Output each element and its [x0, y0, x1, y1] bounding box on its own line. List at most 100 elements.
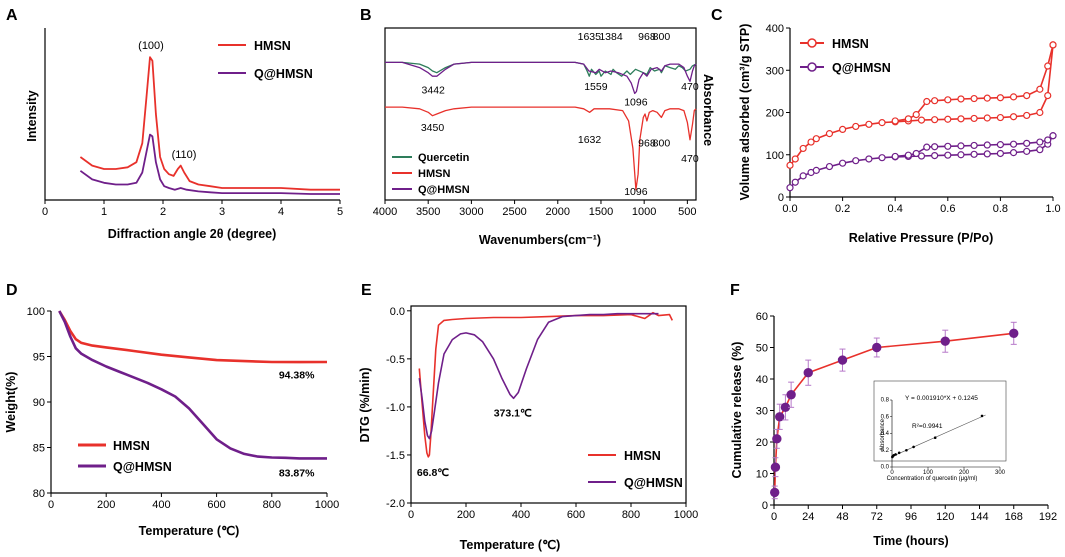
x-tick-label: 24: [802, 511, 814, 523]
panel-e: E 0 200 400 600 800 1000 0.0 -0.5 -1.0 -1.5 -2.0 6…: [358, 282, 698, 552]
peak-annotation: 1559: [584, 81, 608, 93]
isotherm-point: [996, 94, 1005, 102]
isotherm-point: [1036, 108, 1044, 117]
x-tick-label: 200: [457, 509, 475, 521]
legend-label-q-hmsn: Q@HMSN: [832, 61, 891, 75]
release-point: [770, 462, 781, 472]
isotherm-point: [1049, 41, 1057, 49]
isotherm-point: [1023, 147, 1031, 155]
y-tick-label: 90: [33, 397, 45, 409]
x-tick-label: 0.0: [782, 203, 797, 215]
isotherm-point: [1009, 113, 1018, 121]
x-axis-title: Temperature (℃): [460, 538, 561, 552]
x-tick-label: 200: [97, 499, 115, 511]
inset-x-tick-label: 300: [995, 470, 1006, 476]
release-point: [772, 434, 782, 444]
isotherm-point: [983, 114, 991, 122]
isotherm-point: [878, 119, 886, 127]
isotherm-point: [944, 96, 952, 104]
x-tick-label: 120: [936, 511, 954, 523]
peak-temperature-annotation: 66.8℃: [417, 467, 449, 479]
inset-point: [894, 453, 897, 456]
inset-point: [980, 414, 984, 418]
y-tick-label: 100: [27, 306, 45, 318]
x-axis-title: Wavenumbers(cm⁻¹): [479, 233, 601, 247]
isotherm-point: [825, 130, 834, 138]
isotherm-line: [895, 44, 1054, 122]
xrd-line-hmsn: [79, 56, 340, 191]
isotherm-point: [983, 150, 991, 158]
y-tick-label: 100: [766, 150, 784, 162]
isotherm-point: [912, 149, 920, 158]
isotherm-point: [838, 159, 847, 167]
release-point: [775, 412, 785, 422]
y-tick-label: 85: [33, 443, 45, 455]
inset-point: [912, 445, 915, 449]
panel-b: B 4000 3500 3000 2500 2000 1500 1000 500 163513…: [360, 7, 715, 247]
y-tick-label: 10: [756, 469, 768, 481]
y-axis-title: Volume adsorbed (cm³/g STP): [738, 24, 752, 201]
x-tick-label: 48: [836, 511, 848, 523]
peak-annotation: 1096: [624, 186, 648, 198]
isotherm-point: [786, 184, 794, 192]
y-tick-label: -1.0: [386, 402, 405, 414]
inset-point: [905, 448, 908, 452]
x-tick-label: 1.0: [1045, 203, 1060, 215]
axes-frame: [44, 28, 340, 201]
peak-annotation: 3450: [421, 122, 445, 134]
x-tick-label: 1000: [315, 499, 339, 511]
release-point: [940, 336, 950, 346]
isotherm-point: [1036, 138, 1044, 146]
y-tick-label: 95: [33, 352, 45, 364]
legend-label-quercetin: Quercetin: [418, 152, 470, 164]
isotherm-point: [1009, 140, 1018, 148]
legend-label-q-hmsn: Q@HMSN: [418, 184, 470, 196]
x-tick-label: 400: [512, 509, 530, 521]
isotherm-point: [1009, 93, 1018, 101]
x-tick-label: 1000: [632, 206, 656, 218]
y-tick-label: 300: [766, 65, 784, 77]
x-tick-label: 0.2: [835, 203, 850, 215]
isotherm-point: [807, 138, 815, 146]
peak-label-100: (100): [138, 40, 164, 52]
x-axis-title: Temperature (℃): [139, 524, 240, 538]
isotherm-point: [1023, 91, 1031, 100]
y-tick-label: 60: [756, 311, 768, 323]
isotherm-point: [983, 141, 991, 149]
isotherm-point: [957, 95, 965, 103]
x-tick-label: 0.8: [993, 203, 1008, 215]
x-tick-label: 800: [263, 499, 281, 511]
release-point: [837, 355, 848, 365]
peak-annotation: 3442: [422, 84, 446, 96]
release-point: [872, 342, 882, 353]
x-tick-label: 2: [160, 206, 166, 218]
y-tick-label: 0: [778, 192, 784, 204]
isotherm-point: [996, 113, 1005, 122]
isotherm-point: [852, 157, 860, 165]
panel-label-f: F: [730, 282, 740, 299]
release-point: [1009, 328, 1019, 339]
isotherm-point: [838, 125, 847, 133]
y-axis-title: DTG (%/min): [358, 368, 372, 443]
tga-line-hmsn: [58, 310, 328, 364]
isotherm-point: [983, 94, 991, 102]
isotherm-point: [996, 149, 1005, 158]
x-tick-label: 4000: [373, 206, 397, 218]
isotherm-point: [904, 151, 912, 159]
dtg-line-q-hmsn: [418, 312, 659, 440]
isotherm-point: [970, 114, 978, 123]
isotherm-point: [931, 143, 939, 151]
legend-marker-hmsn: [807, 38, 817, 48]
inset-point: [897, 451, 901, 455]
legend-label-hmsn: HMSN: [113, 439, 150, 453]
isotherm-point: [1023, 139, 1031, 147]
inset-y-tick-label: 0.0: [881, 465, 890, 471]
peak-annotation: 1632: [578, 134, 602, 146]
inset-x-tick-label: 0: [890, 470, 894, 476]
release-point: [803, 368, 813, 378]
isotherm-point: [944, 151, 952, 159]
panel-label-d: D: [6, 282, 18, 299]
isotherm-point: [852, 122, 860, 131]
legend-label-hmsn: HMSN: [254, 39, 291, 53]
